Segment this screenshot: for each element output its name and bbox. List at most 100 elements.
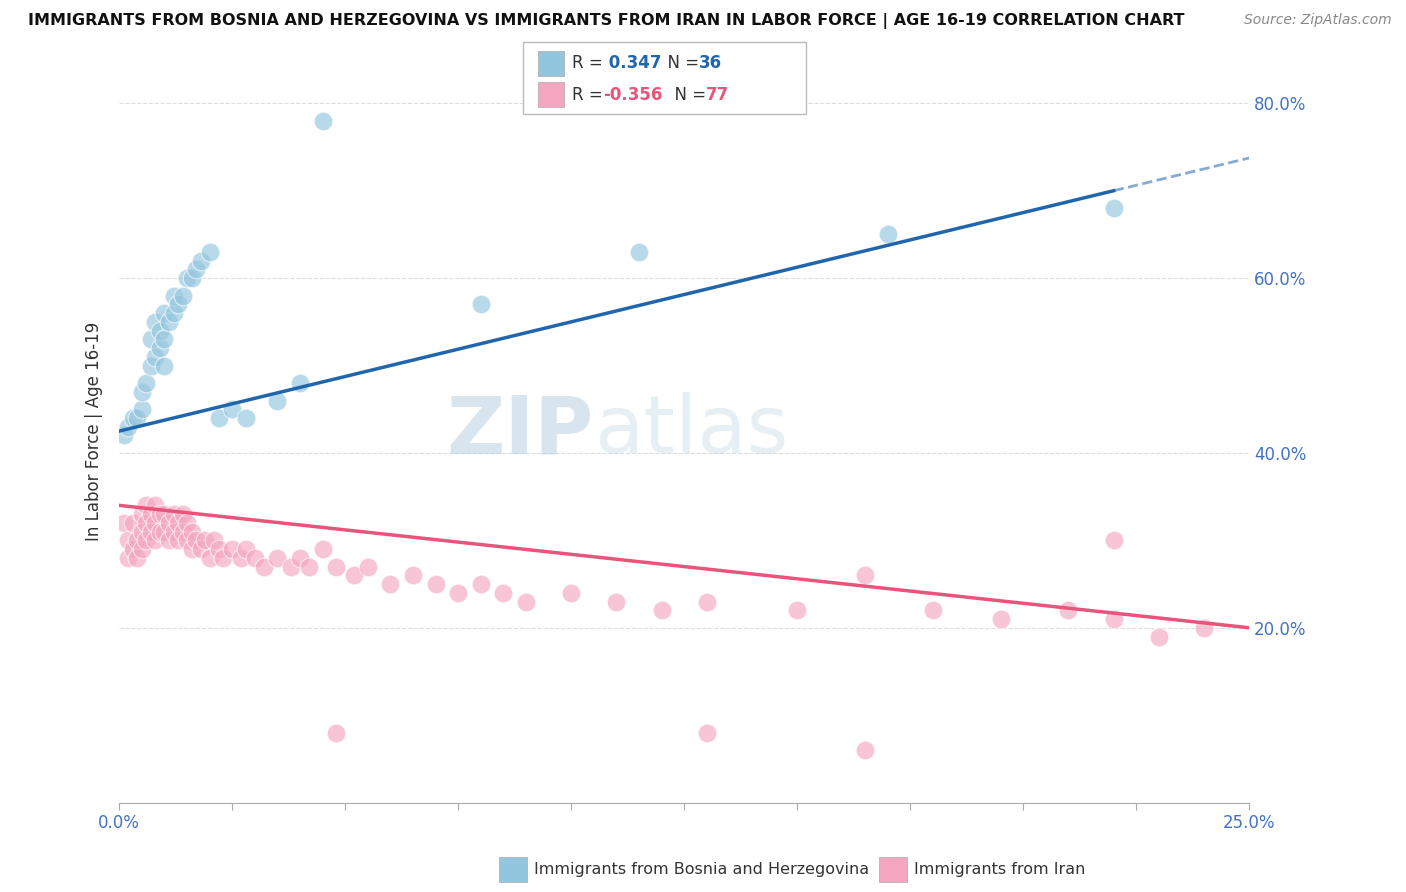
Point xyxy=(696,725,718,739)
Point xyxy=(492,586,515,600)
Text: N =: N = xyxy=(657,54,704,72)
Point xyxy=(198,244,221,259)
Text: atlas: atlas xyxy=(593,392,789,470)
Point xyxy=(221,402,243,417)
Point xyxy=(131,524,153,539)
Point xyxy=(149,507,172,521)
Point xyxy=(112,516,135,530)
Point xyxy=(470,297,492,311)
Point xyxy=(139,524,162,539)
Point xyxy=(117,550,139,565)
Point xyxy=(127,550,149,565)
Point xyxy=(131,507,153,521)
Point xyxy=(135,516,157,530)
Point xyxy=(1147,630,1170,644)
Point xyxy=(194,533,217,548)
Point xyxy=(153,507,176,521)
Point xyxy=(853,568,876,582)
Point xyxy=(447,586,470,600)
Point xyxy=(176,516,198,530)
Text: Immigrants from Bosnia and Herzegovina: Immigrants from Bosnia and Herzegovina xyxy=(534,863,869,877)
Point xyxy=(266,393,288,408)
Point xyxy=(157,533,180,548)
Point xyxy=(202,533,225,548)
Point xyxy=(190,542,212,557)
Point xyxy=(311,542,333,557)
Point xyxy=(221,542,243,557)
Point xyxy=(876,227,898,242)
Point xyxy=(135,376,157,390)
Point xyxy=(131,384,153,399)
Point xyxy=(167,533,190,548)
Point xyxy=(253,559,276,574)
Point xyxy=(176,533,198,548)
Point xyxy=(162,507,184,521)
Point xyxy=(162,306,184,320)
Point xyxy=(288,376,311,390)
Point xyxy=(231,550,253,565)
Point xyxy=(139,359,162,373)
Point xyxy=(180,271,202,285)
Point xyxy=(135,533,157,548)
Point xyxy=(153,306,176,320)
Point xyxy=(325,725,347,739)
Point xyxy=(172,524,194,539)
Point xyxy=(139,507,162,521)
Point xyxy=(184,262,207,277)
Point xyxy=(153,332,176,346)
Point xyxy=(149,341,172,355)
Text: R =: R = xyxy=(572,54,609,72)
Point xyxy=(127,411,149,425)
Point xyxy=(145,315,167,329)
Point xyxy=(243,550,266,565)
Point xyxy=(235,542,257,557)
Point xyxy=(145,516,167,530)
Point xyxy=(990,612,1012,626)
Point xyxy=(157,315,180,329)
Text: 77: 77 xyxy=(706,86,730,103)
Point xyxy=(153,359,176,373)
Point xyxy=(786,603,808,617)
Point xyxy=(198,550,221,565)
Point xyxy=(628,244,651,259)
Text: IMMIGRANTS FROM BOSNIA AND HERZEGOVINA VS IMMIGRANTS FROM IRAN IN LABOR FORCE | : IMMIGRANTS FROM BOSNIA AND HERZEGOVINA V… xyxy=(28,13,1185,29)
Point xyxy=(298,559,321,574)
Point xyxy=(167,516,190,530)
Point xyxy=(121,516,143,530)
Point xyxy=(1102,612,1125,626)
Point xyxy=(605,594,627,608)
Point xyxy=(380,577,402,591)
Point xyxy=(180,524,202,539)
Text: Immigrants from Iran: Immigrants from Iran xyxy=(914,863,1085,877)
Point xyxy=(560,586,582,600)
Point xyxy=(172,507,194,521)
Text: -0.356: -0.356 xyxy=(603,86,662,103)
Point xyxy=(117,419,139,434)
Point xyxy=(1102,533,1125,548)
Point xyxy=(696,594,718,608)
Point xyxy=(343,568,366,582)
Point xyxy=(425,577,447,591)
Point xyxy=(117,533,139,548)
Point xyxy=(153,524,176,539)
Point xyxy=(208,411,231,425)
Point xyxy=(325,559,347,574)
Point xyxy=(235,411,257,425)
Point xyxy=(145,533,167,548)
Point xyxy=(167,297,190,311)
Point xyxy=(280,559,302,574)
Point xyxy=(212,550,235,565)
Text: 0.347: 0.347 xyxy=(603,54,662,72)
Y-axis label: In Labor Force | Age 16-19: In Labor Force | Age 16-19 xyxy=(86,321,103,541)
Point xyxy=(402,568,425,582)
Point xyxy=(139,332,162,346)
Point xyxy=(1102,201,1125,215)
Point xyxy=(112,428,135,442)
Point xyxy=(853,743,876,757)
Text: Source: ZipAtlas.com: Source: ZipAtlas.com xyxy=(1244,13,1392,28)
Point xyxy=(515,594,537,608)
Point xyxy=(180,542,202,557)
Point xyxy=(288,550,311,565)
Point xyxy=(121,542,143,557)
Point xyxy=(145,499,167,513)
